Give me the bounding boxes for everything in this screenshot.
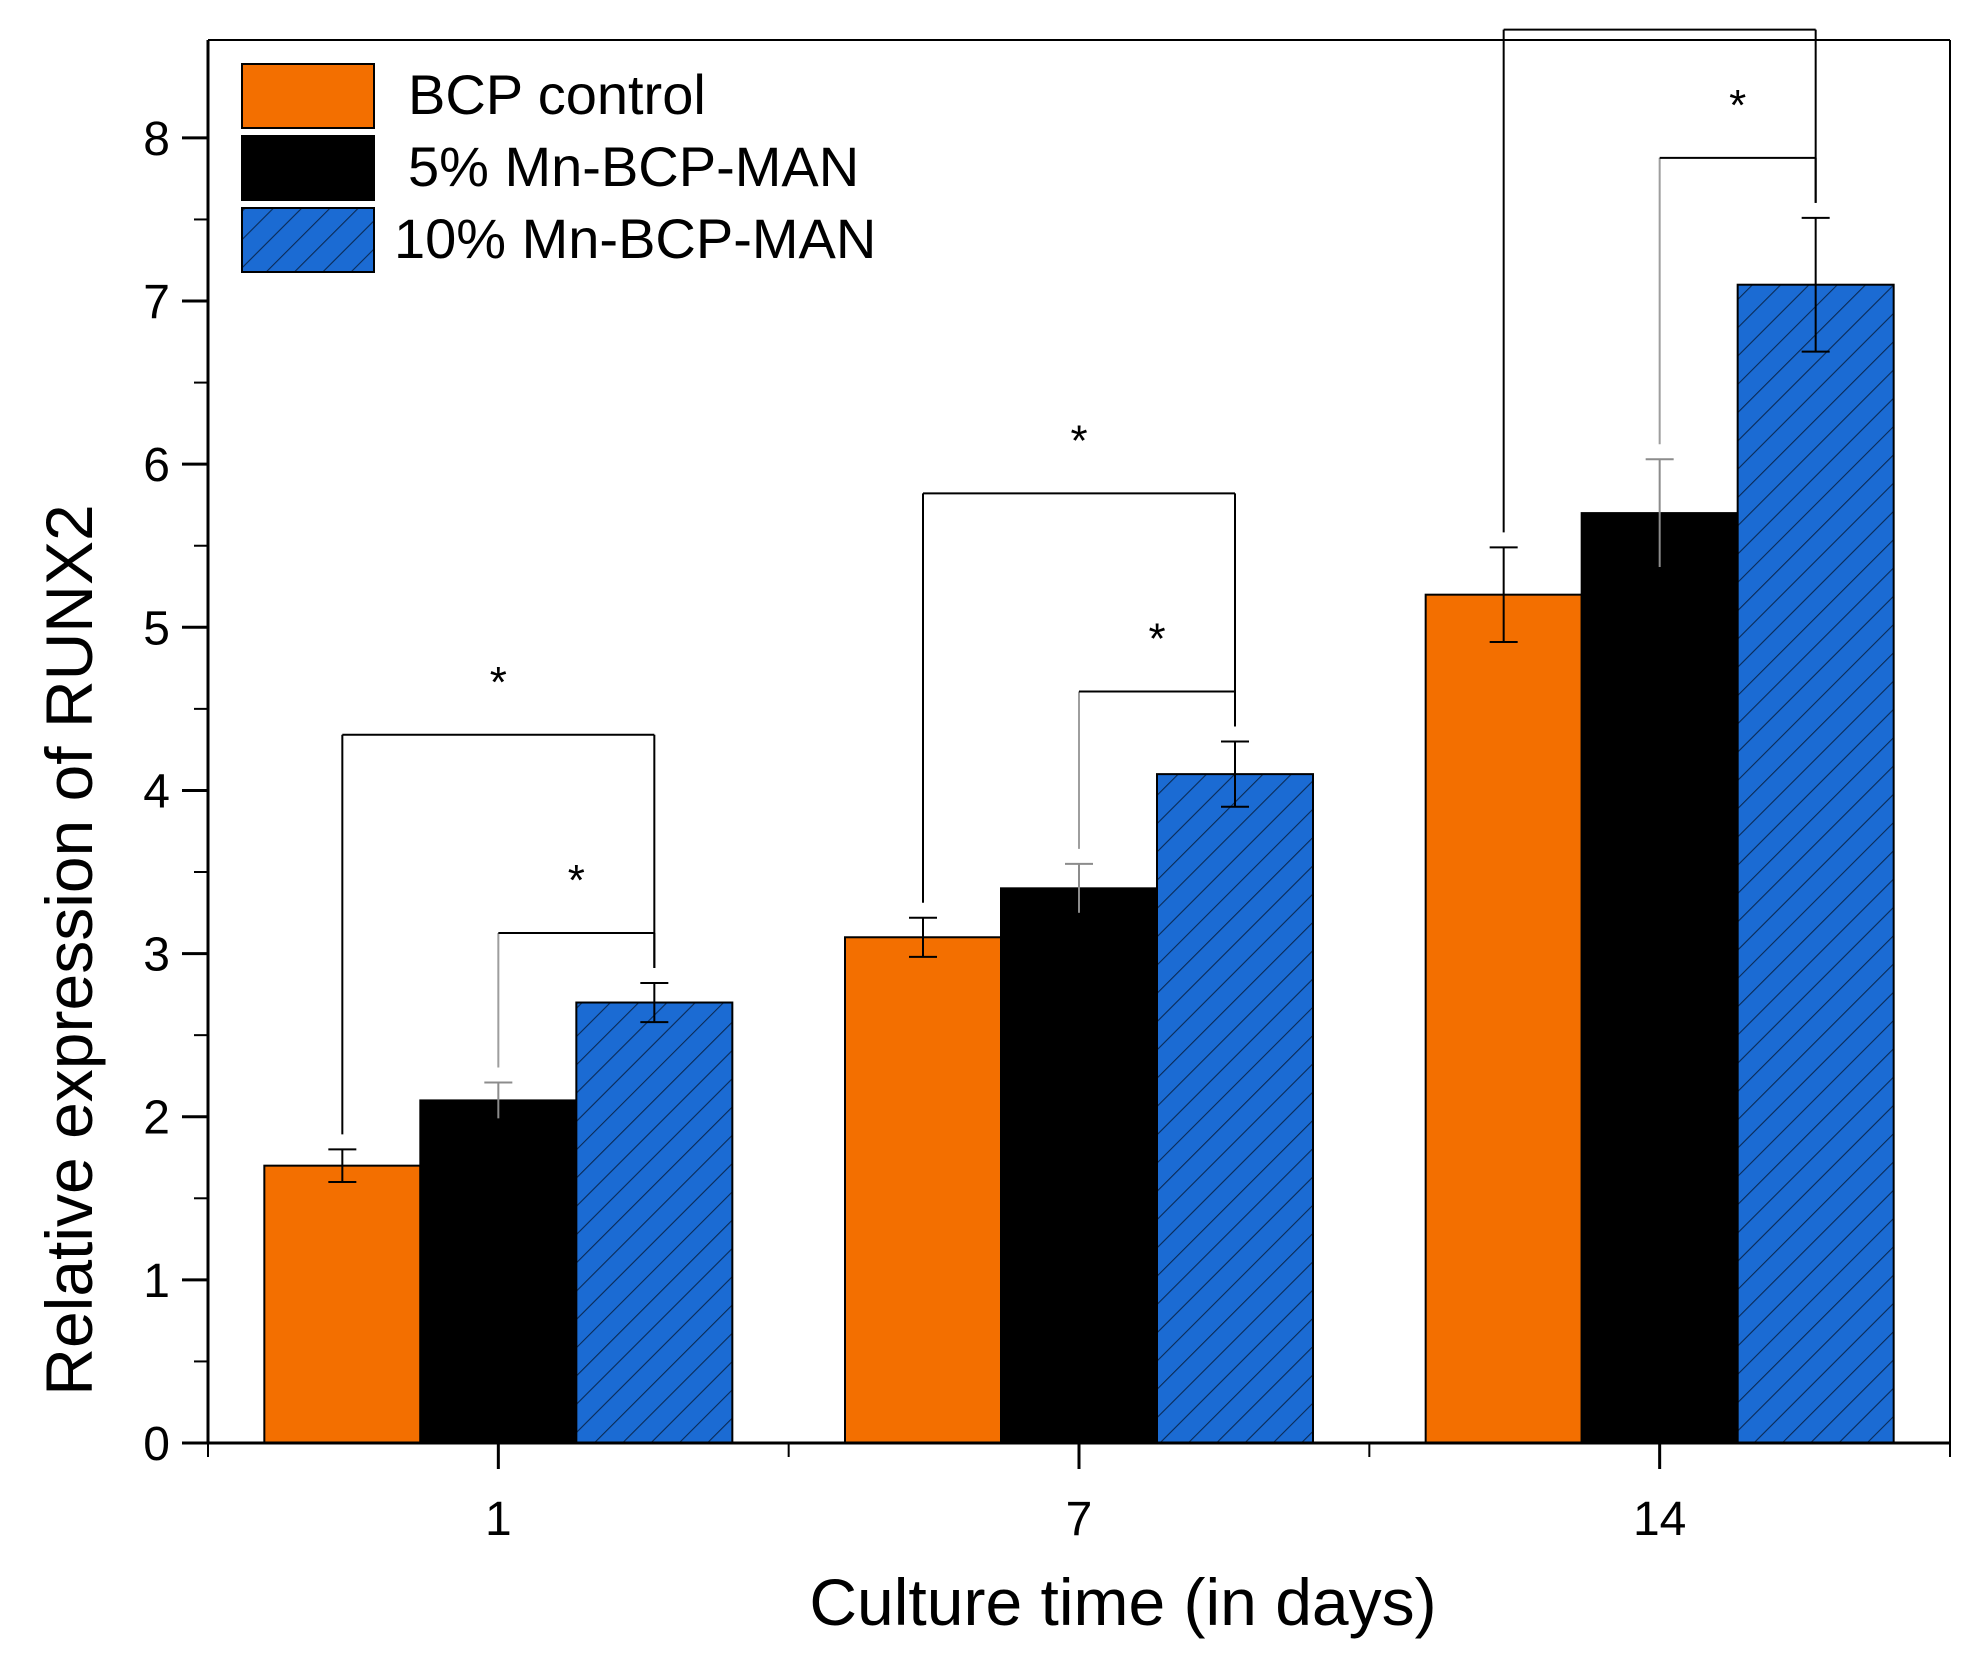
y-tick-label: 0 xyxy=(143,1418,170,1471)
y-tick-label: 2 xyxy=(143,1092,170,1145)
bar-14-series-1 xyxy=(1424,593,1583,1444)
y-tick-label: 7 xyxy=(143,276,170,329)
y-tick-label: 8 xyxy=(143,113,170,166)
y-tick-label: 3 xyxy=(143,929,170,982)
significance-star: * xyxy=(1070,416,1087,465)
legend-label-series-2: 5% Mn-BCP-MAN xyxy=(408,135,859,198)
bar-14-series-2 xyxy=(1580,512,1739,1444)
significance-star: * xyxy=(490,658,507,707)
significance-star: * xyxy=(568,856,585,905)
legend-swatch-series-2 xyxy=(241,135,375,201)
bar-7-series-1 xyxy=(844,936,1002,1444)
bar-1-series-1 xyxy=(263,1164,422,1445)
x-axis-title: Culture time (in days) xyxy=(809,1565,1436,1639)
x-tick-label: 1 xyxy=(485,1493,512,1546)
x-tick-label: 7 xyxy=(1066,1493,1093,1546)
y-tick-label: 1 xyxy=(143,1255,170,1308)
legend-label-series-3: 10% Mn-BCP-MAN xyxy=(394,207,876,270)
significance-star: * xyxy=(1729,81,1746,130)
significance-star: * xyxy=(1148,615,1165,664)
legend-label-series-1: BCP control xyxy=(408,63,706,126)
y-tick-label: 5 xyxy=(143,602,170,655)
x-tick-label: 14 xyxy=(1633,1493,1686,1546)
bar-14-series-3 xyxy=(1736,283,1895,1444)
bar-7-series-3 xyxy=(1156,773,1314,1444)
legend-swatch-series-1 xyxy=(241,63,375,129)
legend-swatch-series-3 xyxy=(241,207,375,273)
y-tick-label: 4 xyxy=(143,765,170,818)
bar-7-series-2 xyxy=(1000,887,1158,1444)
significance-star: * xyxy=(1651,0,1668,2)
y-tick-label: 6 xyxy=(143,439,170,492)
y-axis-title: Relative expression of RUNX2 xyxy=(32,504,106,1395)
bar-1-series-2 xyxy=(419,1099,578,1444)
bar-1-series-3 xyxy=(575,1001,734,1444)
